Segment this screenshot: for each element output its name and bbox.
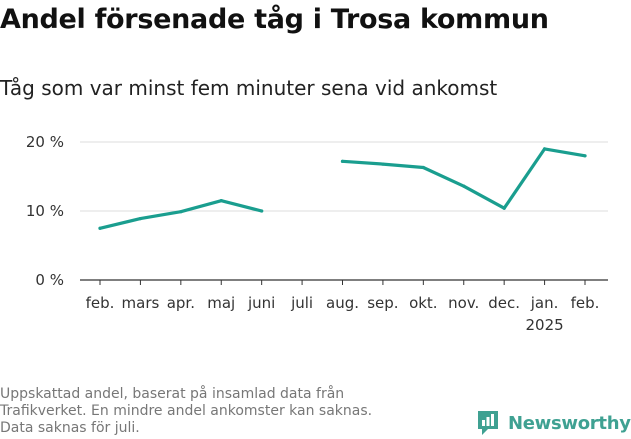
data-point [583,154,587,158]
x-tick-label: sep. [367,294,398,312]
series-lines [98,147,587,230]
x-axis [80,279,608,285]
x-tick-label: juni [247,294,275,312]
data-point [462,184,466,188]
x-tick-label: feb. [571,294,600,312]
x-tick-sublabel: 2025 [525,316,563,334]
line-chart: 0 % 10 % 20 % feb. mars apr. maj juni juli aug. s… [26,133,608,334]
x-tick-label: feb. [86,294,115,312]
series-line [98,199,264,230]
y-tick-label: 20 % [26,133,64,151]
x-tick-label: jan. [530,294,559,312]
footnote-line-3: Data saknas för juli. [0,420,140,436]
x-axis-tick-labels: feb. mars apr. maj juni juli aug. sep. okt. nov. d… [86,294,600,334]
data-point [381,162,385,166]
x-tick-label: okt. [409,294,438,312]
x-tick-label: aug. [326,294,359,312]
data-point [138,216,143,221]
data-point [179,210,183,214]
x-tick-label: juli [290,294,313,312]
footnote-line-1: Uppskattad andel, baserat på insamlad da… [0,386,345,402]
x-tick-label: nov. [448,294,479,312]
bar-chart-logo-icon [478,411,498,435]
brand-logo: Newsworthy [476,408,631,438]
data-point [421,165,425,170]
data-point [98,226,102,230]
chart-title: Andel försenade tåg i Trosa kommun [0,4,549,35]
series-line [340,147,587,210]
data-point [340,159,345,163]
y-axis-tick-labels: 0 % 10 % 20 % [26,133,64,289]
footnote: Uppskattad andel, baserat på insamlad da… [0,386,440,437]
data-point [219,199,223,203]
x-tick-label: apr. [167,294,195,312]
y-tick-label: 10 % [26,202,64,220]
brand-name: Newsworthy [508,412,631,434]
data-point [260,209,264,213]
data-point [502,206,506,210]
data-point [542,147,547,151]
chart-subtitle: Tåg som var minst fem minuter sena vid a… [0,76,498,100]
x-tick-label: maj [207,294,235,312]
y-tick-label: 0 % [35,271,64,289]
x-tick-label: dec. [488,294,520,312]
grid-lines [80,141,608,212]
x-tick-label: mars [122,294,160,312]
footnote-line-2: Trafikverket. En mindre andel ankomster … [0,403,373,419]
